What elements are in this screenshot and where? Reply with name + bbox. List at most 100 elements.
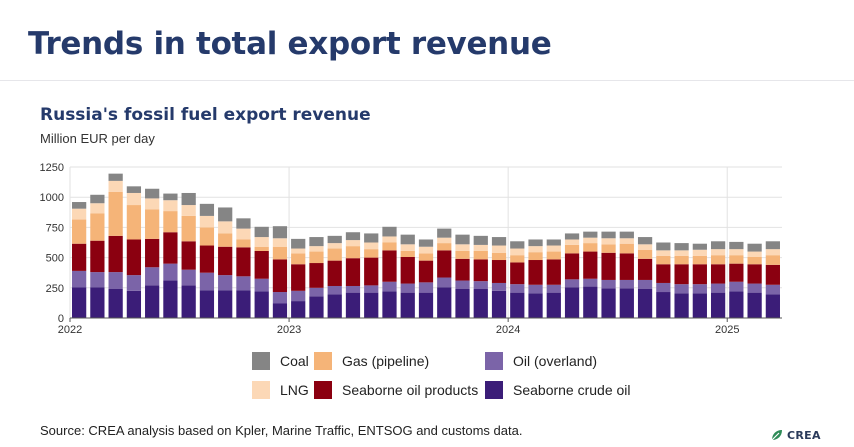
x-tick-label: 2022 bbox=[58, 324, 82, 336]
bar-segment bbox=[254, 246, 269, 251]
bar-segment bbox=[546, 251, 561, 260]
bar-segment bbox=[473, 289, 488, 318]
bar-segment bbox=[710, 241, 726, 250]
bar-segment bbox=[583, 251, 598, 279]
bar-segment bbox=[619, 231, 634, 239]
bar-segment bbox=[218, 221, 233, 234]
bar-segment bbox=[491, 282, 507, 291]
bar-segment bbox=[254, 291, 269, 318]
bar-segment bbox=[747, 243, 762, 252]
bar-segment bbox=[126, 275, 142, 291]
bar-segment bbox=[601, 244, 616, 253]
bar-segment bbox=[455, 280, 470, 290]
bar-segment bbox=[729, 241, 744, 250]
bar-segment bbox=[656, 264, 671, 283]
bar-segment bbox=[163, 263, 178, 281]
bar-segment bbox=[309, 237, 324, 247]
bar-segment bbox=[455, 289, 470, 318]
bar-segment bbox=[601, 238, 616, 245]
bar-segment bbox=[528, 260, 543, 285]
legend-item-oil-overland: Oil (overland) bbox=[485, 351, 597, 371]
bar-segment bbox=[729, 281, 744, 292]
bar-segment bbox=[710, 264, 726, 284]
legend-item-lng: LNG bbox=[252, 380, 309, 400]
legend-label-gas-pipeline: Gas (pipeline) bbox=[342, 353, 430, 369]
bar-segment bbox=[473, 250, 488, 260]
bar-segment bbox=[674, 255, 689, 265]
bar-segment bbox=[583, 286, 598, 318]
bar-segment bbox=[199, 245, 215, 273]
bar-segment bbox=[528, 284, 543, 294]
bar-segment bbox=[236, 290, 251, 318]
x-tick-label: 2024 bbox=[496, 324, 520, 336]
bar-segment bbox=[272, 238, 288, 247]
y-axis-unit-label: Million EUR per day bbox=[40, 131, 155, 146]
bar-segment bbox=[291, 238, 306, 249]
legend-label-coal: Coal bbox=[280, 353, 309, 369]
bar-segment bbox=[400, 256, 415, 284]
bar-segment bbox=[747, 264, 762, 284]
bar-segment bbox=[510, 241, 525, 249]
bar-segment bbox=[619, 288, 634, 318]
legend-item-seaborne-crude-oil: Seaborne crude oil bbox=[485, 380, 631, 400]
bar-segment bbox=[418, 292, 434, 318]
bar-segment bbox=[656, 282, 671, 293]
bar-segment bbox=[400, 234, 415, 245]
bar-segment bbox=[564, 239, 580, 245]
bar-segment bbox=[199, 227, 215, 246]
bar-segment bbox=[564, 244, 580, 254]
bar-segment bbox=[272, 246, 288, 260]
chart-title: Russia's fossil fuel export revenue bbox=[40, 105, 371, 125]
bar-segment bbox=[364, 242, 379, 250]
bar-segment bbox=[491, 245, 507, 253]
bar-segment bbox=[747, 256, 762, 265]
bar-segment bbox=[637, 249, 653, 259]
legend-swatch-gas-pipeline bbox=[314, 352, 332, 370]
bar-segment bbox=[108, 235, 123, 273]
bar-segment bbox=[729, 249, 744, 256]
bar-segment bbox=[765, 255, 780, 265]
slide-title: Trends in total export revenue bbox=[28, 26, 552, 62]
bar-segment bbox=[272, 292, 288, 304]
bar-segment bbox=[254, 250, 269, 279]
bar-segment bbox=[710, 249, 726, 256]
x-tick-label: 2025 bbox=[715, 324, 739, 336]
bar-segment bbox=[72, 202, 87, 209]
bar-segment bbox=[254, 278, 269, 292]
bar-segment bbox=[400, 292, 415, 318]
bar-segment bbox=[291, 264, 306, 291]
bar-segment bbox=[437, 228, 452, 238]
bar-segment bbox=[72, 287, 87, 318]
bar-segment bbox=[199, 272, 215, 291]
bar-segment bbox=[145, 188, 160, 199]
bar-segment bbox=[90, 203, 105, 214]
bar-segment bbox=[72, 270, 87, 288]
bar-segment bbox=[382, 250, 397, 282]
bar-segment bbox=[729, 255, 744, 264]
bar-segment bbox=[218, 275, 233, 291]
bar-segment bbox=[382, 291, 397, 318]
bar-segment bbox=[491, 237, 507, 246]
bar-segment bbox=[327, 294, 342, 318]
bar-segment bbox=[291, 248, 306, 254]
bar-segment bbox=[218, 290, 233, 318]
bar-segment bbox=[291, 290, 306, 302]
bar-segment bbox=[692, 293, 707, 318]
bar-segment bbox=[491, 252, 507, 261]
bar-segment bbox=[145, 238, 160, 268]
bar-segment bbox=[126, 192, 142, 206]
bar-segment bbox=[765, 264, 780, 285]
bar-segment bbox=[181, 215, 196, 242]
y-tick-label: 750 bbox=[46, 222, 64, 234]
bar-segment bbox=[418, 246, 434, 254]
bar-segment bbox=[637, 279, 653, 290]
legend-label-oil-overland: Oil (overland) bbox=[513, 353, 598, 369]
bar-segment bbox=[72, 219, 87, 244]
bar-segment bbox=[108, 173, 123, 181]
bar-segment bbox=[163, 211, 178, 233]
bar-segment bbox=[656, 250, 671, 256]
bar-segment bbox=[510, 248, 525, 256]
y-tick-label: 250 bbox=[46, 283, 64, 295]
bar-segment bbox=[528, 293, 543, 318]
legend-swatch-seaborne-crude-oil bbox=[485, 381, 503, 399]
